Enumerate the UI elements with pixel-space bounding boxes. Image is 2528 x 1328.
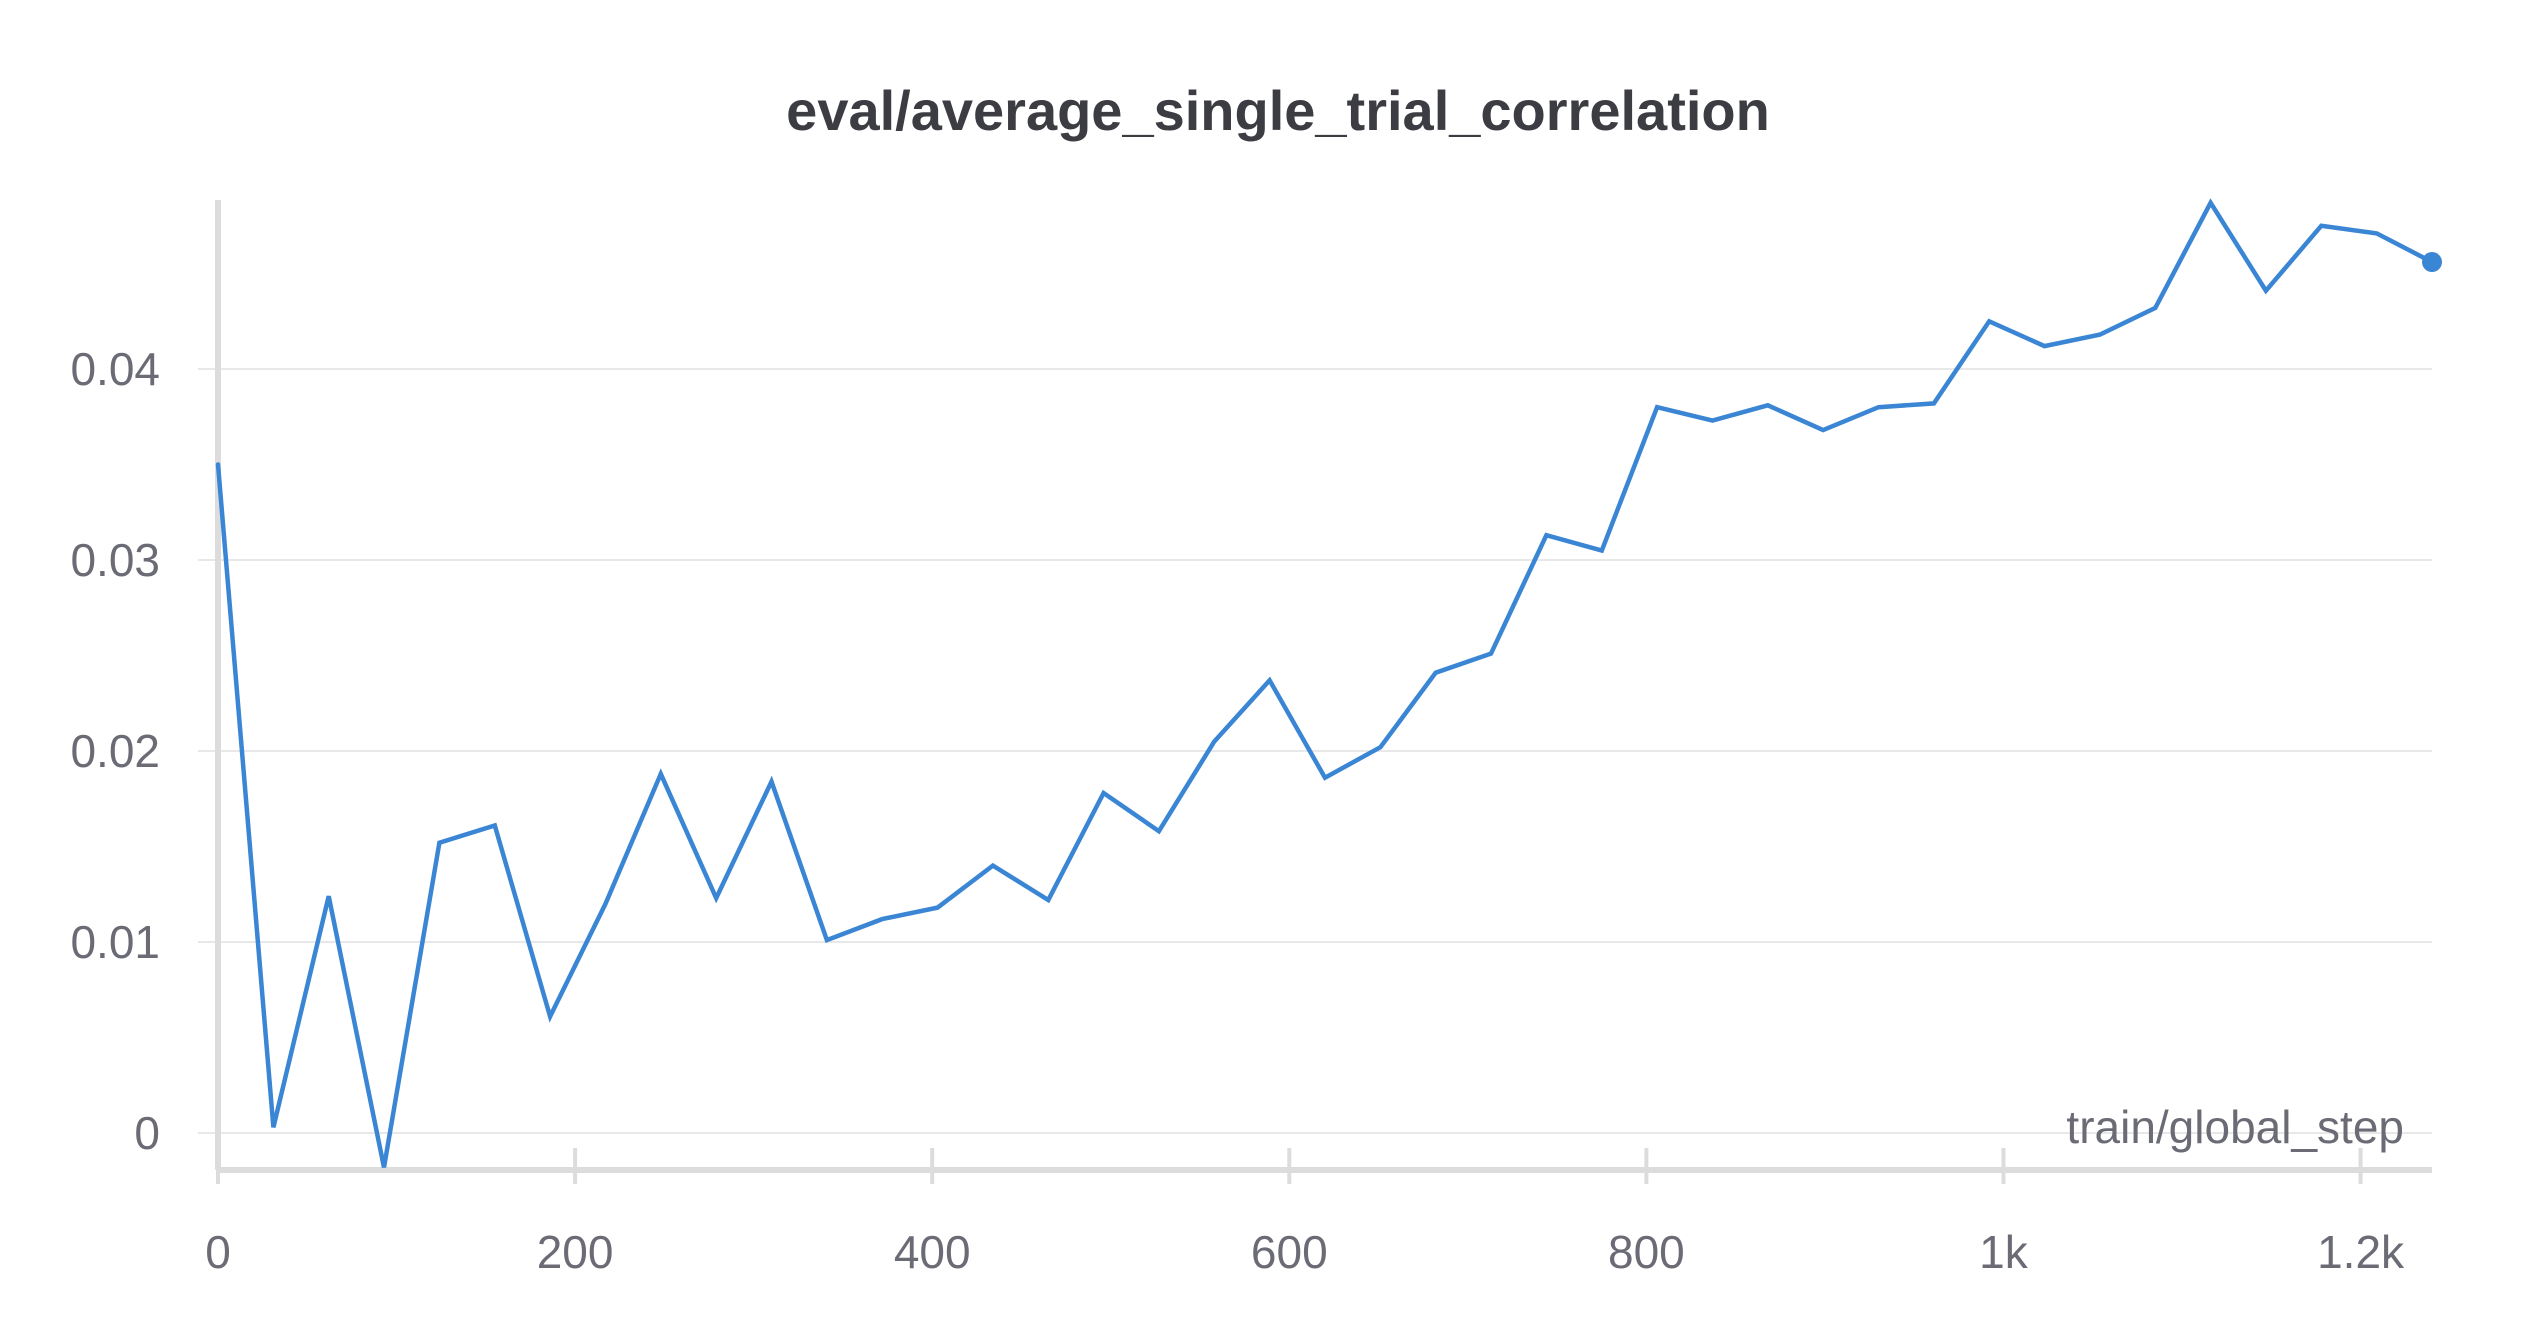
x-tick-label: 1k (1979, 1226, 2029, 1278)
y-tick-label: 0.04 (70, 343, 160, 395)
series-line (215, 198, 2435, 1168)
last-point-marker (2422, 252, 2442, 273)
y-tick-label: 0.02 (70, 725, 160, 777)
x-tick-label: 1.2k (2317, 1226, 2405, 1278)
series-group (215, 198, 2442, 1168)
axes (215, 200, 2432, 1184)
tick-labels: 0 0.01 0.02 0.03 0.04 0 200 400 600 800 1k 1.2k (70, 343, 2405, 1278)
gridlines (198, 368, 2432, 1134)
x-tick-label: 400 (894, 1226, 971, 1278)
chart-title: eval/average_single_trial_correlation (786, 79, 1770, 142)
y-tick-label: 0 (134, 1107, 160, 1159)
x-tick-label: 600 (1251, 1226, 1328, 1278)
x-tick-label: 800 (1608, 1226, 1685, 1278)
y-tick-label: 0.03 (70, 534, 160, 586)
x-axis-label: train/global_step (2066, 1101, 2404, 1153)
x-tick-label: 200 (537, 1226, 614, 1278)
y-tick-label: 0.01 (70, 916, 160, 968)
x-tick-label: 0 (205, 1226, 231, 1278)
